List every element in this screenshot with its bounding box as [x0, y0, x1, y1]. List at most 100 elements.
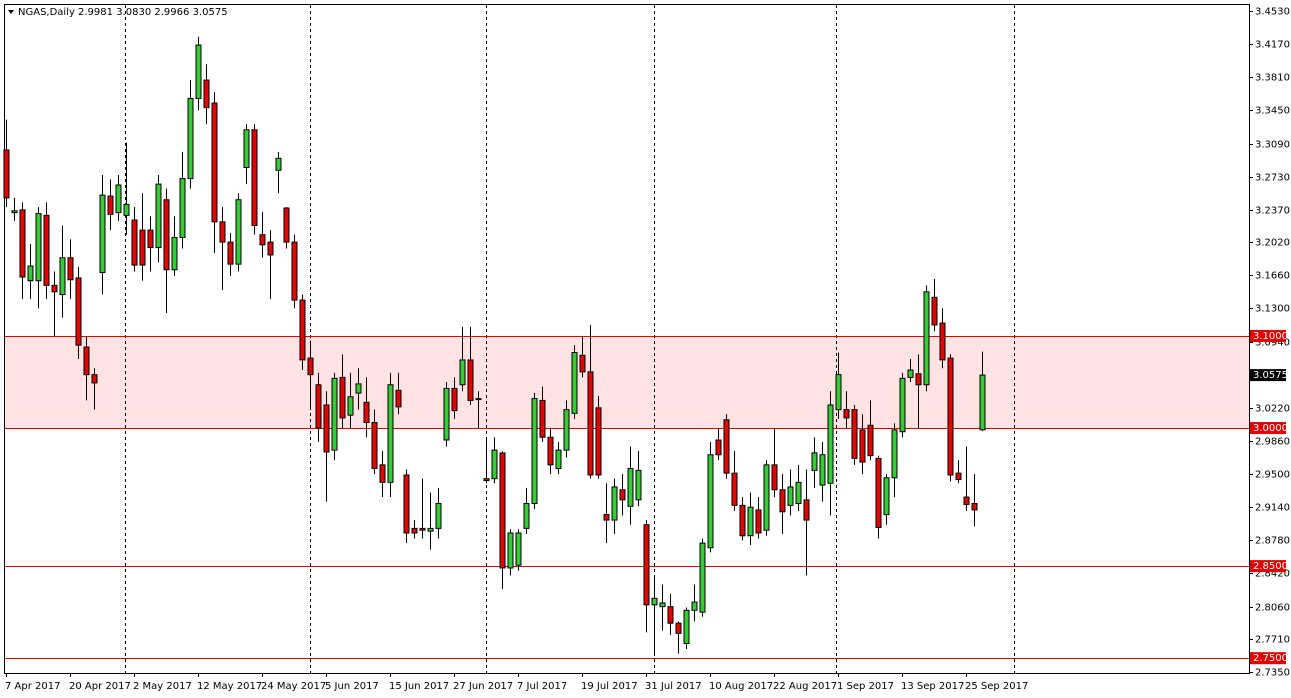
candle-body	[195, 44, 202, 99]
y-tick-label: 3.3450	[1255, 106, 1290, 117]
candle-body	[907, 369, 914, 378]
x-tick-label: 2 May 2017	[133, 681, 192, 692]
candle-body	[923, 291, 930, 386]
level-label: 3.0000	[1253, 423, 1288, 434]
candle-body	[323, 404, 330, 453]
candle-body	[171, 236, 178, 271]
candle-body	[411, 527, 418, 534]
x-tick-label: 31 Jul 2017	[645, 681, 702, 692]
candle-body	[59, 257, 66, 296]
y-tick-label: 3.4530	[1255, 7, 1290, 18]
candle-body	[315, 384, 322, 429]
candle-body	[571, 352, 578, 414]
candle-body	[787, 486, 794, 506]
x-tick-label: 12 May 2017	[197, 681, 262, 692]
candle-body	[843, 409, 850, 419]
zone-layer	[5, 335, 1249, 429]
candle-body	[867, 424, 874, 457]
candle-body	[859, 429, 866, 463]
candle-body	[939, 322, 946, 361]
candle-body	[499, 452, 506, 569]
candle-body	[883, 477, 890, 516]
y-tick-label: 2.7710	[1255, 635, 1290, 646]
candle-body	[451, 387, 458, 412]
level-label-box	[1250, 422, 1286, 435]
candle-body	[555, 449, 562, 470]
y-tick-label: 3.2730	[1255, 173, 1290, 184]
candle-body	[379, 464, 386, 483]
candle-body	[683, 609, 690, 644]
candle-body	[835, 374, 842, 411]
candle-body	[739, 504, 746, 537]
candle-body	[115, 184, 122, 214]
candle-body	[531, 398, 538, 505]
candle-body	[875, 457, 882, 528]
y-tick-label: 3.1660	[1255, 271, 1290, 282]
candle-body	[667, 606, 674, 624]
candle-body	[515, 532, 522, 566]
candle-body	[27, 265, 34, 282]
x-tick-label: 15 Jun 2017	[389, 681, 449, 692]
candle-body	[955, 472, 962, 481]
candle-body	[483, 478, 490, 482]
ohlc-header: 2.9981 3.0830 2.9966 3.0575	[78, 7, 228, 18]
level-label: 2.7500	[1253, 653, 1288, 664]
candle-body	[707, 454, 714, 549]
candle-body	[899, 377, 906, 433]
candle-body	[51, 284, 58, 293]
y-tick-label: 2.9860	[1255, 437, 1290, 448]
candle-body	[83, 346, 90, 376]
candle-body	[227, 241, 234, 265]
candle-body	[507, 532, 514, 569]
candle-body	[747, 506, 754, 537]
candle-body	[259, 234, 266, 246]
candle-body	[915, 373, 922, 386]
level-label: 2.8500	[1253, 561, 1288, 572]
candle-body	[827, 404, 834, 484]
y-tick-label: 2.9500	[1255, 470, 1290, 481]
price-label-box	[1250, 369, 1286, 382]
price-label: 3.0575	[1253, 370, 1288, 381]
candle-body	[755, 509, 762, 534]
candle-body	[251, 129, 258, 227]
candle-body	[659, 602, 666, 608]
candle-body	[691, 601, 698, 611]
candle-body	[91, 374, 98, 384]
candle-body	[435, 503, 442, 529]
x-tick-label: 5 Jun 2017	[325, 681, 379, 692]
x-tick-label: 24 May 2017	[261, 681, 326, 692]
level-label-box	[1250, 329, 1286, 342]
candle-body	[595, 407, 602, 476]
candle-body	[491, 449, 498, 480]
y-tick-label: 3.3810	[1255, 73, 1290, 84]
candle-body	[419, 527, 426, 531]
candle-body	[243, 129, 250, 169]
candle-body	[819, 454, 826, 486]
x-tick-label: 25 Sep 2017	[965, 681, 1028, 692]
candle-body	[11, 210, 18, 214]
candle-body	[291, 241, 298, 301]
candle-body	[147, 229, 154, 249]
y-tick-label: 2.8420	[1255, 569, 1290, 580]
candle-body	[467, 359, 474, 401]
candle-body	[539, 399, 546, 438]
candle-body	[699, 542, 706, 613]
candle-body	[99, 194, 106, 273]
candle-body	[299, 299, 306, 361]
candle-body	[675, 622, 682, 634]
candle-body	[643, 524, 650, 606]
candle-body	[619, 489, 626, 501]
candle-body	[579, 354, 586, 373]
candle-body	[723, 419, 730, 474]
candle-body	[219, 221, 226, 243]
candle-body	[123, 203, 130, 216]
y-tick-label: 2.7350	[1255, 668, 1290, 679]
candle-body	[387, 384, 394, 483]
candle-body	[427, 527, 434, 532]
candle-body	[283, 207, 290, 243]
candle-body	[779, 489, 786, 513]
candle-body	[459, 359, 466, 386]
x-tick-label: 27 Jun 2017	[453, 681, 513, 692]
